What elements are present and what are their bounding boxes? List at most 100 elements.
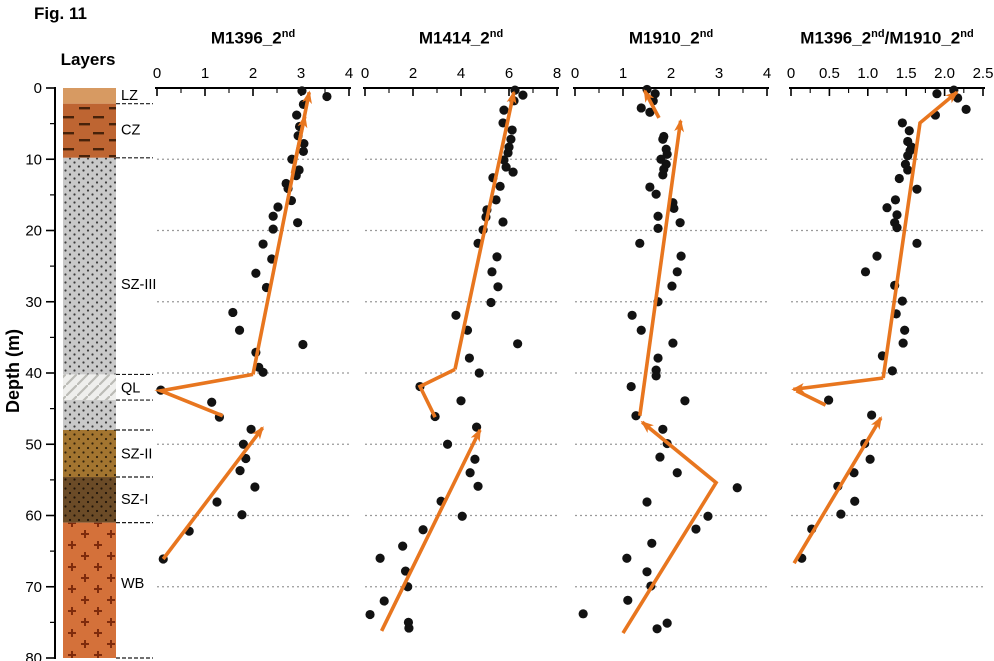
data-point <box>675 218 685 228</box>
data-point <box>887 366 897 376</box>
data-point <box>470 454 480 464</box>
data-point <box>652 624 662 634</box>
data-point <box>667 281 677 291</box>
data-point <box>898 338 908 348</box>
plot-m1396-2nd-m1910-2nd: 0 0.5 1.0 1.5 2.0 2.5 <box>787 65 993 565</box>
data-point <box>495 181 505 191</box>
data-point <box>836 509 846 519</box>
data-point <box>645 182 655 192</box>
trend-line <box>881 90 959 379</box>
data-point <box>486 297 496 308</box>
trend-line <box>453 90 517 370</box>
trend-line <box>621 420 719 635</box>
data-point <box>626 381 636 392</box>
chart-title-sup: nd <box>281 28 296 40</box>
data-point <box>658 424 668 434</box>
data-point <box>636 325 646 335</box>
data-point <box>642 497 652 507</box>
data-point <box>498 217 508 227</box>
data-point <box>212 497 222 507</box>
data-point <box>912 238 922 248</box>
data-point <box>658 134 668 144</box>
layer-label-CZ: CZ <box>121 122 140 138</box>
trend-line <box>161 426 265 561</box>
depth-tick-label: 40 <box>25 365 42 382</box>
layers-column-header: Layers <box>60 50 116 69</box>
data-point <box>636 103 646 113</box>
depth-tick-label: 80 <box>25 650 42 661</box>
x-tick-label: 4 <box>457 65 465 82</box>
data-point <box>912 184 922 194</box>
data-point <box>508 167 518 177</box>
chart-title-text: M1414_2 <box>418 28 490 48</box>
layer-label-WB: WB <box>121 576 144 592</box>
layer-label-SZ-II: SZ-II <box>121 447 152 463</box>
data-point <box>732 483 742 493</box>
trend-line <box>792 416 883 565</box>
x-tick-label: 6 <box>505 65 513 82</box>
data-point <box>442 439 453 449</box>
data-point <box>961 104 971 114</box>
data-point <box>651 371 661 381</box>
strat-layer-QL <box>63 374 116 401</box>
chart-title-sup: nd <box>871 28 885 40</box>
trend-line <box>638 118 685 417</box>
data-point <box>882 203 892 213</box>
data-point <box>268 224 278 234</box>
data-point <box>492 252 502 262</box>
x-tick-label: 0.5 <box>819 65 840 82</box>
data-point <box>655 452 665 462</box>
data-point <box>456 396 466 406</box>
data-point <box>507 125 517 135</box>
data-point <box>824 395 834 405</box>
depth-tick-label: 0 <box>34 80 42 97</box>
data-point <box>662 618 672 628</box>
data-point <box>246 424 256 434</box>
strat-layer-gray <box>63 400 116 430</box>
chart-title-text: M1396_2 <box>800 28 872 48</box>
data-point <box>464 353 474 363</box>
strat-layer-CZ <box>63 103 116 158</box>
data-point <box>890 195 901 205</box>
data-point <box>268 211 278 221</box>
depth-tick-label: 10 <box>25 151 42 168</box>
data-point <box>865 454 875 464</box>
depth-tick-label: 70 <box>25 579 42 596</box>
data-point <box>451 310 461 320</box>
trend-line <box>417 367 456 418</box>
data-point <box>292 110 302 120</box>
x-tick-label: 3 <box>297 65 305 82</box>
layer-label-SZ-I: SZ-I <box>121 492 148 508</box>
x-tick-label: 4 <box>345 65 353 82</box>
x-tick-label: 2 <box>667 65 675 82</box>
data-point <box>258 239 268 249</box>
data-point <box>653 353 663 363</box>
data-point <box>691 524 701 534</box>
data-point <box>642 567 652 577</box>
x-tick-label: 0 <box>361 65 369 82</box>
data-point <box>237 510 247 520</box>
data-point <box>250 482 260 492</box>
data-point <box>653 223 663 233</box>
data-point <box>493 282 503 292</box>
data-point <box>892 210 902 220</box>
layer-label-LZ: LZ <box>121 88 138 104</box>
data-point <box>669 203 679 214</box>
data-point <box>299 138 309 149</box>
data-point <box>238 439 248 449</box>
data-point <box>398 541 408 551</box>
data-point <box>474 368 484 378</box>
data-point <box>872 251 882 261</box>
data-point <box>631 411 641 421</box>
data-point <box>258 367 268 377</box>
x-tick-label: 1.5 <box>896 65 917 82</box>
plot-m1414-2nd: 0 2 4 6 8 <box>361 65 561 633</box>
x-tick-label: 4 <box>763 65 771 82</box>
data-point <box>228 307 238 318</box>
data-point <box>235 466 245 476</box>
x-tick-label: 8 <box>553 65 561 82</box>
strat-layer-WB <box>63 522 116 658</box>
data-point <box>645 107 655 117</box>
